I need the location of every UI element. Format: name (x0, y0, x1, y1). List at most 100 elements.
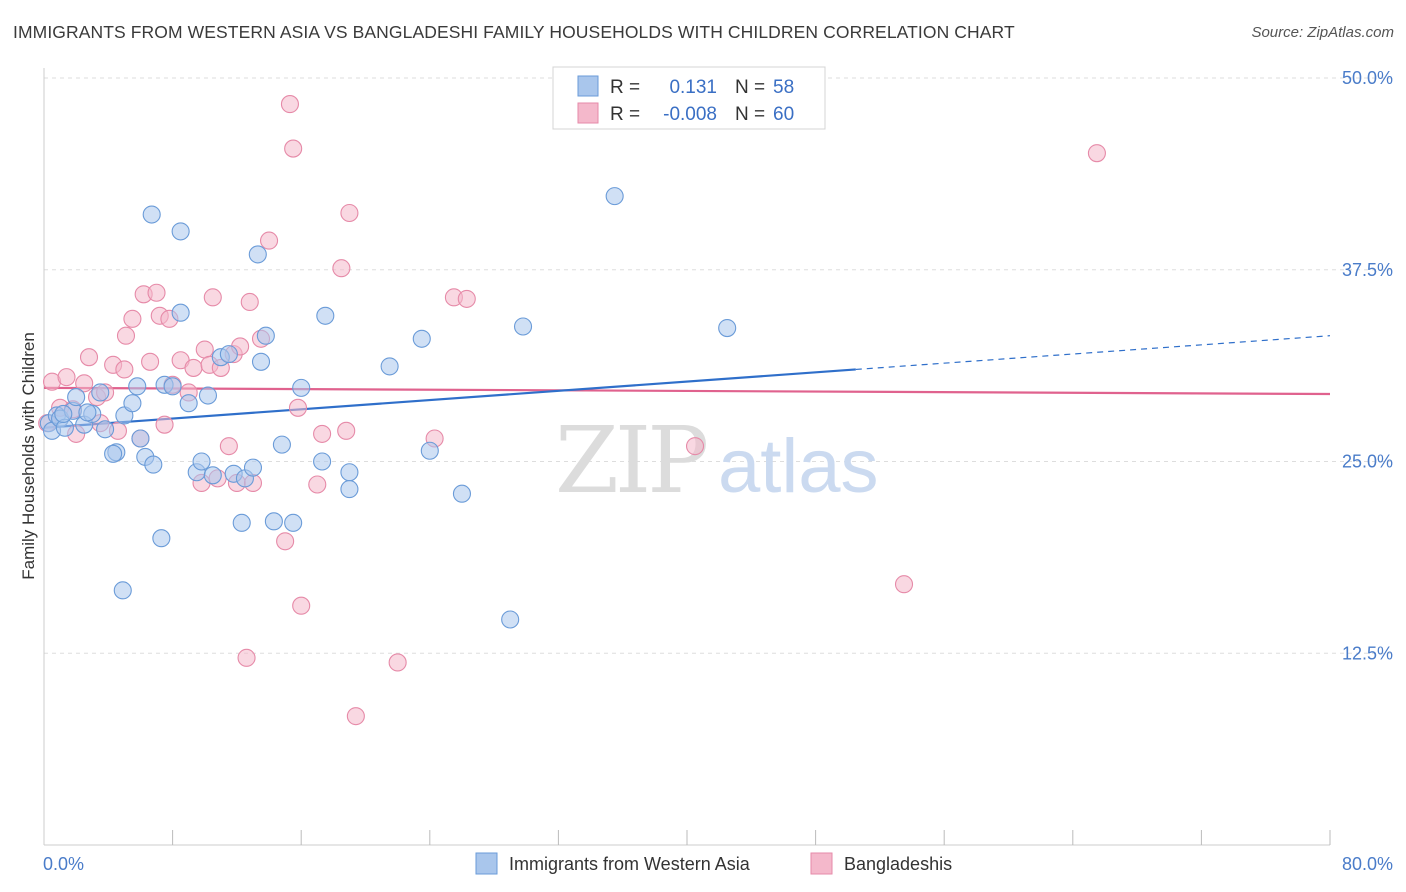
data-point-western-asia (284, 513, 303, 532)
data-point-western-asia (171, 222, 190, 241)
data-point-bangladeshis (457, 289, 476, 308)
data-point-bangladeshis (57, 368, 76, 387)
data-point-bangladeshis (284, 139, 303, 158)
watermark-zip: ZIP (555, 407, 706, 514)
x-tick-label: 80.0% (1342, 854, 1393, 874)
chart-source: Source: ZipAtlas.com (1251, 24, 1394, 41)
data-point-western-asia (251, 352, 271, 371)
data-point-bangladeshis (155, 415, 174, 434)
legend-n-value: 60 (773, 104, 794, 125)
data-point-bangladeshis (116, 326, 136, 345)
data-point-western-asia (316, 306, 335, 325)
legend-swatch-pink (577, 102, 599, 124)
y-tick-label: 50.0% (1342, 68, 1393, 88)
data-point-bangladeshis (147, 283, 166, 302)
data-point-western-asia (54, 404, 73, 423)
data-point-western-asia (313, 452, 332, 471)
legend-swatch-blue (577, 75, 599, 97)
legend-n-label: N = (735, 104, 765, 125)
data-point-western-asia (605, 187, 624, 206)
data-point-bangladeshis (141, 352, 160, 371)
data-point-western-asia (420, 441, 439, 460)
data-point-western-asia (142, 205, 161, 224)
data-point-western-asia (96, 420, 115, 439)
data-point-bangladeshis (276, 532, 295, 551)
data-point-western-asia (292, 378, 311, 397)
data-point-bangladeshis (195, 340, 214, 359)
legend-n-value: 58 (773, 77, 794, 98)
series-legend-label-western-asia: Immigrants from Western Asia (509, 854, 751, 874)
data-point-western-asia (248, 245, 267, 264)
data-point-western-asia (171, 303, 190, 322)
data-point-bangladeshis (123, 309, 142, 328)
data-point-western-asia (340, 463, 359, 482)
x-tick-label: 0.0% (43, 854, 84, 874)
data-point-western-asia (144, 455, 163, 474)
data-point-bangladeshis (237, 648, 256, 667)
data-point-bangladeshis (288, 398, 308, 417)
data-point-western-asia (718, 318, 737, 338)
gridlines (44, 77, 1392, 654)
data-point-bangladeshis (79, 348, 99, 367)
correlation-legend: R = 0.131 N = 58 R = -0.008 N = 60 (552, 66, 826, 130)
data-point-western-asia (198, 386, 218, 405)
data-point-western-asia (91, 383, 110, 402)
data-point-bangladeshis (308, 475, 327, 494)
data-point-western-asia (67, 388, 86, 407)
trend-line-bangladeshis (43, 386, 1331, 396)
legend-r-value: -0.008 (663, 104, 717, 125)
y-axis-title: Family Households with Children (19, 332, 38, 580)
legend-r-label: R = (610, 104, 640, 125)
data-point-bangladeshis (259, 231, 279, 250)
data-point-bangladeshis (115, 360, 134, 379)
legend-r-label: R = (610, 77, 640, 98)
data-point-western-asia (513, 317, 533, 336)
trend-lines (43, 335, 1331, 429)
data-point-western-asia (78, 403, 97, 422)
data-point-western-asia (192, 452, 211, 471)
data-point-bangladeshis (280, 95, 299, 114)
y-tick-label: 25.0% (1342, 452, 1393, 472)
data-point-western-asia (412, 329, 431, 348)
data-point-bangladeshis (219, 437, 238, 456)
x-ticks (172, 830, 1331, 845)
data-point-western-asia (340, 480, 359, 499)
data-point-western-asia (104, 444, 123, 463)
data-point-bangladeshis (1087, 144, 1106, 163)
y-tick-label: 37.5% (1342, 260, 1393, 280)
legend-r-value: 0.131 (669, 77, 717, 98)
data-point-western-asia (163, 377, 182, 396)
data-point-western-asia (113, 581, 132, 600)
data-point-bangladeshis (337, 421, 356, 440)
data-point-bangladeshis (313, 424, 332, 443)
data-point-western-asia (380, 357, 399, 376)
data-point-western-asia (152, 529, 171, 548)
trend-line-western-asia-extension (855, 335, 1331, 371)
data-point-western-asia (264, 512, 283, 531)
data-point-bangladeshis (75, 374, 94, 393)
data-point-western-asia (203, 466, 222, 485)
data-point-bangladeshis (240, 292, 259, 312)
data-point-western-asia (272, 435, 291, 454)
watermark: ZIP atlas (555, 407, 879, 514)
y-tick-label: 12.5% (1342, 643, 1393, 663)
data-point-bangladeshis (203, 288, 222, 307)
data-point-bangladeshis (340, 203, 359, 223)
data-point-western-asia (256, 326, 275, 345)
data-point-bangladeshis (388, 653, 407, 672)
chart-title: IMMIGRANTS FROM WESTERN ASIA VS BANGLADE… (13, 22, 1015, 42)
trend-line-western-asia (43, 368, 856, 429)
data-point-western-asia (219, 345, 238, 364)
data-point-bangladeshis (184, 358, 203, 377)
series-legend-swatch-pink (810, 852, 833, 875)
data-point-bangladeshis (292, 596, 311, 615)
series-legend: Immigrants from Western Asia Bangladeshi… (475, 852, 952, 875)
data-point-western-asia (128, 377, 147, 396)
y-tick-labels: 12.5% 25.0% 37.5% 50.0% (1342, 68, 1393, 663)
watermark-atlas: atlas (718, 424, 879, 509)
series-legend-label-bangladeshis: Bangladeshis (844, 854, 952, 874)
data-point-bangladeshis (346, 707, 365, 726)
x-tick-labels: 0.0% 80.0% (43, 854, 1393, 874)
series-legend-swatch-blue (475, 852, 498, 875)
data-point-bangladeshis (894, 575, 914, 594)
